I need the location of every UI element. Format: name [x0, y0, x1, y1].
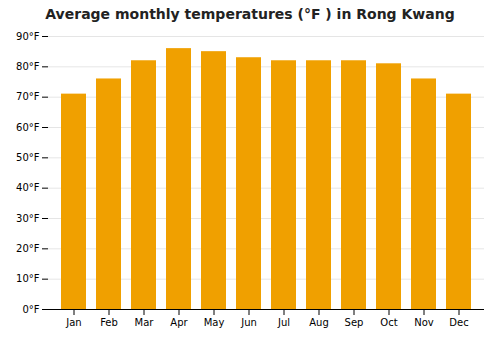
- svg-text:60°F: 60°F: [16, 122, 40, 133]
- svg-text:0°F: 0°F: [22, 304, 39, 315]
- svg-text:May: May: [204, 317, 225, 328]
- svg-text:30°F: 30°F: [16, 213, 40, 224]
- html-text:Average monthly temperatures (: Average monthly temperatures (°F ) in Ro…: [45, 6, 455, 22]
- svg-text:70°F: 70°F: [16, 91, 40, 102]
- svg-text:Feb: Feb: [100, 317, 118, 328]
- svg-text:Jan: Jan: [65, 317, 81, 328]
- svg-text:Jul: Jul: [277, 317, 290, 328]
- svg-text:90°F: 90°F: [16, 31, 40, 42]
- svg-text:50°F: 50°F: [16, 152, 40, 163]
- svg-text:80°F: 80°F: [16, 61, 40, 72]
- svg-text:Sep: Sep: [345, 317, 364, 328]
- svg-text:Aug: Aug: [309, 317, 329, 328]
- svg-text:Apr: Apr: [170, 317, 188, 328]
- svg-text:10°F: 10°F: [16, 273, 40, 284]
- svg-text:20°F: 20°F: [16, 243, 40, 254]
- svg-text:Oct: Oct: [380, 317, 397, 328]
- svg-text:Mar: Mar: [135, 317, 155, 328]
- svg-text:Nov: Nov: [414, 317, 434, 328]
- svg-text:Jun: Jun: [240, 317, 257, 328]
- svg-text:Dec: Dec: [449, 317, 468, 328]
- svg-text:40°F: 40°F: [16, 182, 40, 193]
